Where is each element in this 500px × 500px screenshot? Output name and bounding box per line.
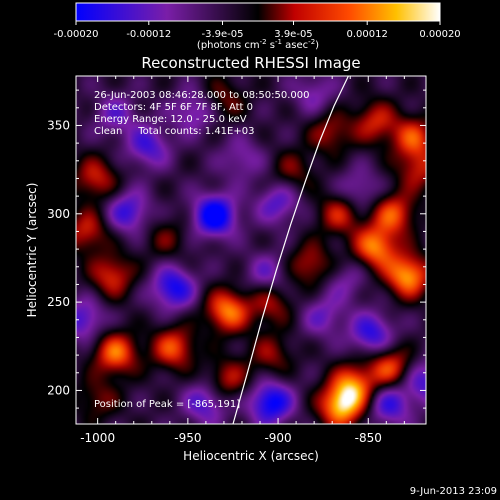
x-tick-label: -950 bbox=[174, 431, 201, 445]
colorbar-tick-label: -0.00020 bbox=[54, 29, 99, 40]
plot-frame bbox=[75, 75, 427, 425]
x-axis-label: Heliocentric X (arcsec) bbox=[183, 449, 319, 463]
colorbar-tick-label: -3.9e-05 bbox=[202, 29, 244, 40]
x-tick-label: -900 bbox=[264, 431, 291, 445]
y-tick-label: 350 bbox=[47, 118, 70, 132]
solar-limb-curve bbox=[232, 76, 349, 424]
y-tick-label: 200 bbox=[47, 383, 70, 397]
colorbar-tick-label: 0.00020 bbox=[419, 29, 460, 40]
y-tick-label: 250 bbox=[47, 295, 70, 309]
colorbar bbox=[75, 2, 441, 22]
peak-position-label: Position of Peak = [-865,191] bbox=[94, 399, 240, 410]
y-axis-label: Heliocentric Y (arcsec) bbox=[25, 183, 39, 318]
timestamp: 9-Jun-2013 23:09 bbox=[410, 486, 497, 497]
colorbar-unit: (photons cm-2 s-1 asec-2) bbox=[197, 38, 319, 51]
axis-ticks: -1000 -950 -900 -850 200 250 300 350 bbox=[47, 76, 426, 445]
colorbar-tick-label: 0.00012 bbox=[347, 29, 388, 40]
annotation-detectors: Detectors: 4F 5F 6F 7F 8F, Att 0 bbox=[94, 102, 253, 113]
x-tick-label: -1000 bbox=[80, 431, 115, 445]
y-tick-label: 300 bbox=[47, 207, 70, 221]
x-tick-label: -850 bbox=[355, 431, 382, 445]
annotation-energy: Energy Range: 12.0 - 25.0 keV bbox=[94, 114, 247, 125]
annotation-block: 26-Jun-2003 08:46:28.000 to 08:50:50.000… bbox=[94, 90, 310, 137]
colorbar-tick-label: -0.00012 bbox=[126, 29, 171, 40]
annotation-time: 26-Jun-2003 08:46:28.000 to 08:50:50.000 bbox=[94, 90, 310, 101]
chart-title: Reconstructed RHESSI Image bbox=[141, 54, 360, 72]
colorbar-ticks: -0.00020 -0.00012 -3.9e-05 3.9e-05 0.00012 0.… bbox=[54, 21, 461, 40]
colorbar-tick-label: 3.9e-05 bbox=[274, 29, 312, 40]
heatmap-image bbox=[76, 76, 426, 424]
heatmap-area bbox=[76, 76, 426, 424]
annotation-clean: Clean Total counts: 1.41E+03 bbox=[94, 126, 254, 137]
